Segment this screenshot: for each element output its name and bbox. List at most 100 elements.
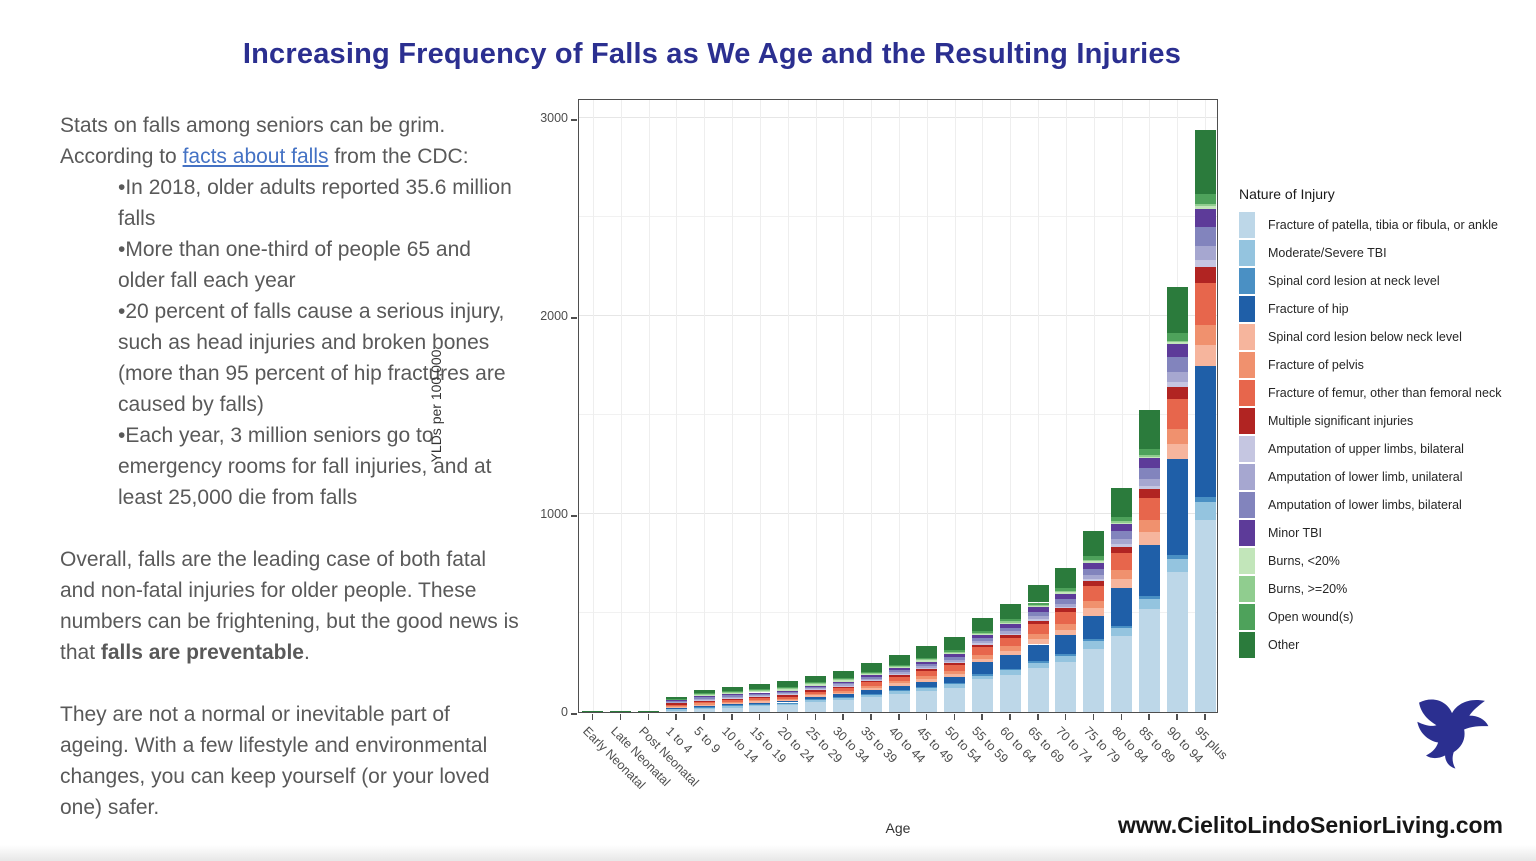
bar-segment <box>1138 449 1160 455</box>
bar-segment <box>805 676 827 682</box>
bar-segment <box>1027 584 1049 603</box>
x-tick-mark <box>842 714 844 720</box>
bar-segment <box>1027 667 1049 712</box>
stacked-bar-35-to-39 <box>860 98 882 712</box>
legend-item: Other <box>1239 632 1529 658</box>
bar-segment <box>1083 568 1105 575</box>
stacked-bar-50-to-54 <box>944 98 966 712</box>
bar-segment <box>888 670 910 673</box>
bar-segment <box>999 619 1021 622</box>
bar-segment <box>1166 571 1188 712</box>
y-tick-label: 2000 <box>540 309 568 323</box>
bar-segment <box>721 700 743 702</box>
bar-segment <box>1083 648 1105 712</box>
bar-segment <box>860 689 882 694</box>
bullet-item: •Each year, 3 million seniors go to emer… <box>118 424 492 509</box>
bar-segment <box>888 673 910 675</box>
gridline-vertical <box>648 100 650 712</box>
bar-segment <box>1111 578 1133 588</box>
x-tick-mark <box>1176 714 1178 720</box>
bar-segment <box>1194 193 1216 204</box>
x-axis-title: Age <box>885 820 911 836</box>
stacked-bar-25-to-29 <box>805 98 827 712</box>
chart-legend: Nature of Injury Fracture of patella, ti… <box>1239 186 1529 660</box>
bar-segment <box>693 695 715 697</box>
bar-segment <box>749 697 771 699</box>
bird-logo-icon <box>1417 699 1489 769</box>
bar-segment <box>1138 485 1160 490</box>
stacked-bar-80-to-84 <box>1111 98 1133 712</box>
stacked-bar-90-to-94 <box>1166 98 1188 712</box>
gridline-vertical <box>1010 100 1012 712</box>
page-title: Increasing Frequency of Falls as We Age … <box>242 38 1182 70</box>
facts-about-falls-link[interactable]: facts about falls <box>182 145 329 168</box>
x-tick-mark <box>647 714 650 720</box>
bar-segment <box>916 686 938 688</box>
legend-item: Open wound(s) <box>1239 604 1529 630</box>
bar-segment <box>860 693 882 695</box>
legend-item: Minor TBI <box>1239 520 1529 546</box>
legend-swatch <box>1239 576 1255 602</box>
bar-segment <box>721 687 743 691</box>
bar-segment <box>777 689 799 691</box>
bar-segment <box>944 636 966 651</box>
bar-segment <box>1194 519 1216 712</box>
bar-segment <box>1111 544 1133 547</box>
bar-segment <box>999 631 1021 634</box>
bar-segment <box>944 659 966 662</box>
bar-segment <box>1055 592 1077 594</box>
bar-segment <box>1138 598 1160 610</box>
bar-segment <box>1166 286 1188 334</box>
bar-segment <box>888 672 910 674</box>
bar-segment <box>1138 458 1160 469</box>
gridline-vertical <box>954 100 956 712</box>
stacked-bar-65-to-69 <box>1027 98 1049 712</box>
bar-segment <box>777 703 799 705</box>
bullet-item: •20 percent of falls cause a serious inj… <box>118 300 506 416</box>
bar-segment <box>999 650 1021 656</box>
bar-segment <box>721 704 743 706</box>
bar-segment <box>693 708 715 710</box>
bar-segment <box>1055 612 1077 624</box>
bar-segment <box>1166 333 1188 341</box>
legend-swatch <box>1239 296 1255 322</box>
legend-item: Spinal cord lesion at neck level <box>1239 268 1529 294</box>
bar-segment <box>610 710 632 712</box>
bar-segment <box>777 695 799 697</box>
stacked-bar-5-to-9 <box>693 98 715 712</box>
x-tick-mark <box>925 714 928 720</box>
bar-segment <box>1194 208 1216 227</box>
bar-segment <box>721 694 743 696</box>
bar-segment <box>1194 246 1216 261</box>
gridline-vertical <box>843 100 845 712</box>
bar-segment <box>1083 561 1105 563</box>
bar-segment <box>1083 608 1105 616</box>
bar-segment <box>888 676 910 682</box>
bar-segment <box>944 687 966 712</box>
stacked-bar-55-to-59 <box>971 98 993 712</box>
bar-segment <box>832 680 854 682</box>
bar-segment <box>721 693 743 695</box>
bar-segment <box>860 686 882 689</box>
bar-segment <box>999 621 1021 623</box>
bar-segment <box>749 690 771 692</box>
bar-segment <box>693 709 715 712</box>
bar-segment <box>665 701 687 703</box>
bar-segment <box>1138 410 1160 450</box>
legend-item: Fracture of patella, tibia or fibula, or… <box>1239 212 1529 238</box>
stacked-bar-late-neonatal <box>610 98 632 712</box>
bar-segment <box>777 686 799 689</box>
bar-segment <box>971 674 993 676</box>
bar-segment <box>665 699 687 702</box>
bar-segment <box>1166 398 1188 430</box>
bar-segment <box>888 685 910 691</box>
bar-segment <box>860 680 882 683</box>
bar-segment <box>1083 641 1105 649</box>
bar-segment <box>832 693 854 697</box>
bar-segment <box>944 674 966 678</box>
bar-segment <box>749 688 771 691</box>
gridline-vertical <box>620 100 622 712</box>
legend-label: Minor TBI <box>1268 526 1322 540</box>
x-tick-mark <box>1204 714 1206 720</box>
bar-segment <box>916 659 938 661</box>
